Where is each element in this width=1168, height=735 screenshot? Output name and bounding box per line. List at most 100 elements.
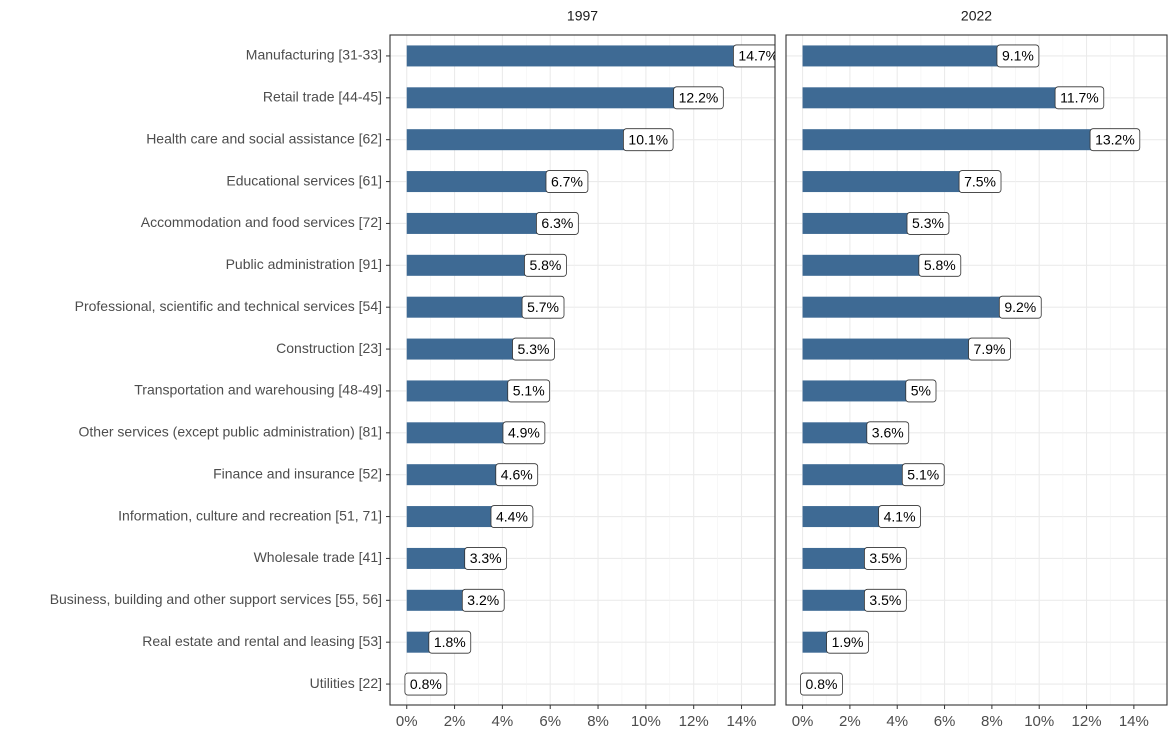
value-label: 5.3% [512,337,555,361]
x-tick-label: 2% [839,713,861,730]
panel: 9.1% 11.7% 13.2% 7.5% 5.3% 5.8% 9.2% 7.9% 5% 3.6%… [786,35,1167,705]
value-label-box [495,463,539,487]
value-label-box [404,672,448,696]
bar [802,171,981,193]
bar [406,212,558,234]
value-label-box [918,253,962,277]
category-label: Other services (except public administra… [79,424,382,440]
value-label-text: 5.8% [529,257,561,273]
value-label: 7.9% [968,337,1011,361]
x-tick-label: 0% [396,713,418,730]
value-label-box [866,421,910,445]
category-label: Accommodation and food services [72] [141,214,382,230]
value-label: 5.8% [918,253,962,277]
value-label-box [905,379,937,403]
category-label: Business, building and other support ser… [50,591,382,607]
value-label-text: 3.2% [467,592,499,608]
value-label-box [507,379,551,403]
bar [802,129,1115,151]
x-tick-label: 0% [792,713,814,730]
value-label-text: 9.2% [1004,299,1036,315]
value-label-box [512,337,555,361]
value-label-text: 12.2% [679,90,719,106]
value-label-text: 0.8% [410,676,442,692]
bar [802,87,1080,109]
value-label: 3.5% [864,547,907,570]
x-tick-label: 2% [444,713,466,730]
x-tick-label: 10% [1024,713,1054,730]
value-label-box [826,630,869,654]
value-label-box [673,86,724,110]
value-label-text: 3.6% [872,425,904,441]
bar [802,338,990,360]
value-label: 3.3% [464,547,508,570]
bar [406,296,544,318]
x-tick-label: 10% [631,713,661,730]
value-label: 5.1% [507,379,551,403]
bar [406,45,759,67]
value-label: 4.9% [502,421,546,445]
value-label: 5.7% [521,295,565,319]
value-label-box [490,505,534,528]
value-label-box [901,463,945,487]
category-label: Real estate and rental and leasing [53] [142,633,382,649]
value-label: 5.3% [906,212,950,235]
value-label: 3.2% [461,588,505,612]
value-label: 9.1% [996,44,1040,68]
value-label-text: 3.3% [470,550,502,566]
category-label: Manufacturing [31-33] [246,47,382,63]
value-label: 3.6% [866,421,910,445]
value-label-text: 10.1% [628,131,668,147]
x-tick-label: 14% [1119,713,1149,730]
category-label: Finance and insurance [52] [213,465,382,481]
value-label-box [521,295,565,319]
value-label-text: 5.1% [907,466,939,482]
value-label: 6.7% [545,170,589,193]
bar [802,212,928,234]
category-label: Retail trade [44-45] [263,89,382,105]
bar [406,87,699,109]
facet-title: 1997 [567,8,598,24]
value-label-text: 3.5% [869,550,901,566]
category-label: Utilities [22] [310,675,382,691]
facet-title: 2022 [961,8,992,24]
category-label: Health care and social assistance [62] [146,130,382,146]
panel-border [389,34,776,706]
value-label: 4.4% [490,505,534,528]
value-label-text: 4.1% [884,508,916,524]
value-label: 3.5% [864,588,907,612]
x-tick-label: 6% [934,713,956,730]
value-label-box [878,505,921,528]
bar [406,422,524,444]
value-label-text: 5% [911,383,931,399]
value-label-text: 7.5% [964,173,996,189]
value-label-text: 7.9% [974,341,1006,357]
value-label: 7.5% [958,170,1002,193]
bar [406,338,534,360]
value-label-text: 9.1% [1002,48,1034,64]
value-label: 4.6% [495,463,539,487]
x-tick-label: 8% [587,713,609,730]
value-label-text: 5.3% [912,215,944,231]
value-label-text: 1.9% [832,634,864,650]
value-label-box [996,44,1040,68]
category-label: Professional, scientific and technical s… [75,298,382,314]
bar [802,296,1021,318]
bar [802,464,924,486]
value-label-text: 5.7% [527,299,559,315]
value-label-text: 1.8% [434,634,466,650]
value-label-box [733,44,775,68]
bar [802,506,900,528]
value-label-text: 13.2% [1095,131,1135,147]
value-label-text: 14.7% [738,48,778,64]
category-label: Educational services [61] [226,172,382,188]
x-tick-label: 14% [727,713,757,730]
value-label-box [864,547,907,570]
value-label: 12.2% [673,86,724,110]
x-tick-label: 12% [679,713,709,730]
value-label-box [968,337,1011,361]
value-label-box [958,170,1002,193]
value-label-text: 0.8% [806,676,838,692]
bar [802,254,940,276]
bar [406,254,546,276]
